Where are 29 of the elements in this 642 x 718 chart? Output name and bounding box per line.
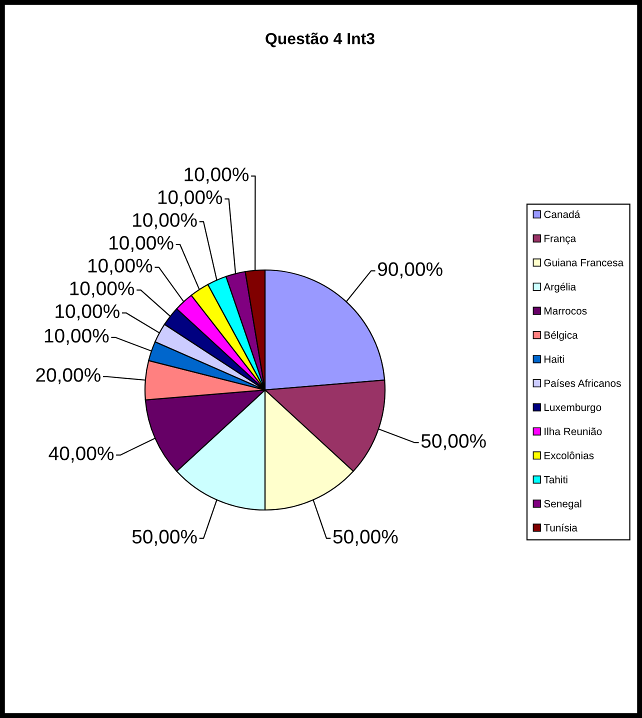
legend-label: Bélgica [544,331,578,341]
data-label: 50,00% [132,530,197,546]
data-label: 10,00% [56,304,120,320]
legend-label: Haiti [544,355,564,363]
data-label: 40,00% [48,446,114,463]
legend-label: Ilha Reunião [544,428,602,436]
data-label: 10,00% [110,236,174,252]
legend-label: Argélia [544,282,576,293]
legend-label: Canadá [544,210,580,218]
data-label: 10,00% [184,168,249,184]
data-label: 20,00% [36,368,100,384]
data-label: 90,00% [378,262,442,278]
legend-label: Tunísia [544,524,578,532]
legend-label: Excolônias [544,452,594,460]
data-label: 10,00% [133,213,197,230]
legend-label: Países Africanos [544,379,621,387]
legend-label: Luxemburgo [544,403,602,414]
data-label: 50,00% [333,530,398,546]
data-label: 10,00% [88,258,152,275]
legend-label: Guiana Francesa [544,258,624,266]
legend-label: Marrocos [544,307,587,315]
legend-label: Senegal [544,500,582,510]
legend-label: Tahiti [544,476,568,484]
data-label: 10,00% [158,190,222,206]
data-label: 50,00% [421,434,486,450]
data-label: 10,00% [44,328,109,345]
chart-title: Questão 4 Int3 [266,32,374,48]
legend-label: França [544,234,576,244]
data-label: 10,00% [70,282,134,298]
